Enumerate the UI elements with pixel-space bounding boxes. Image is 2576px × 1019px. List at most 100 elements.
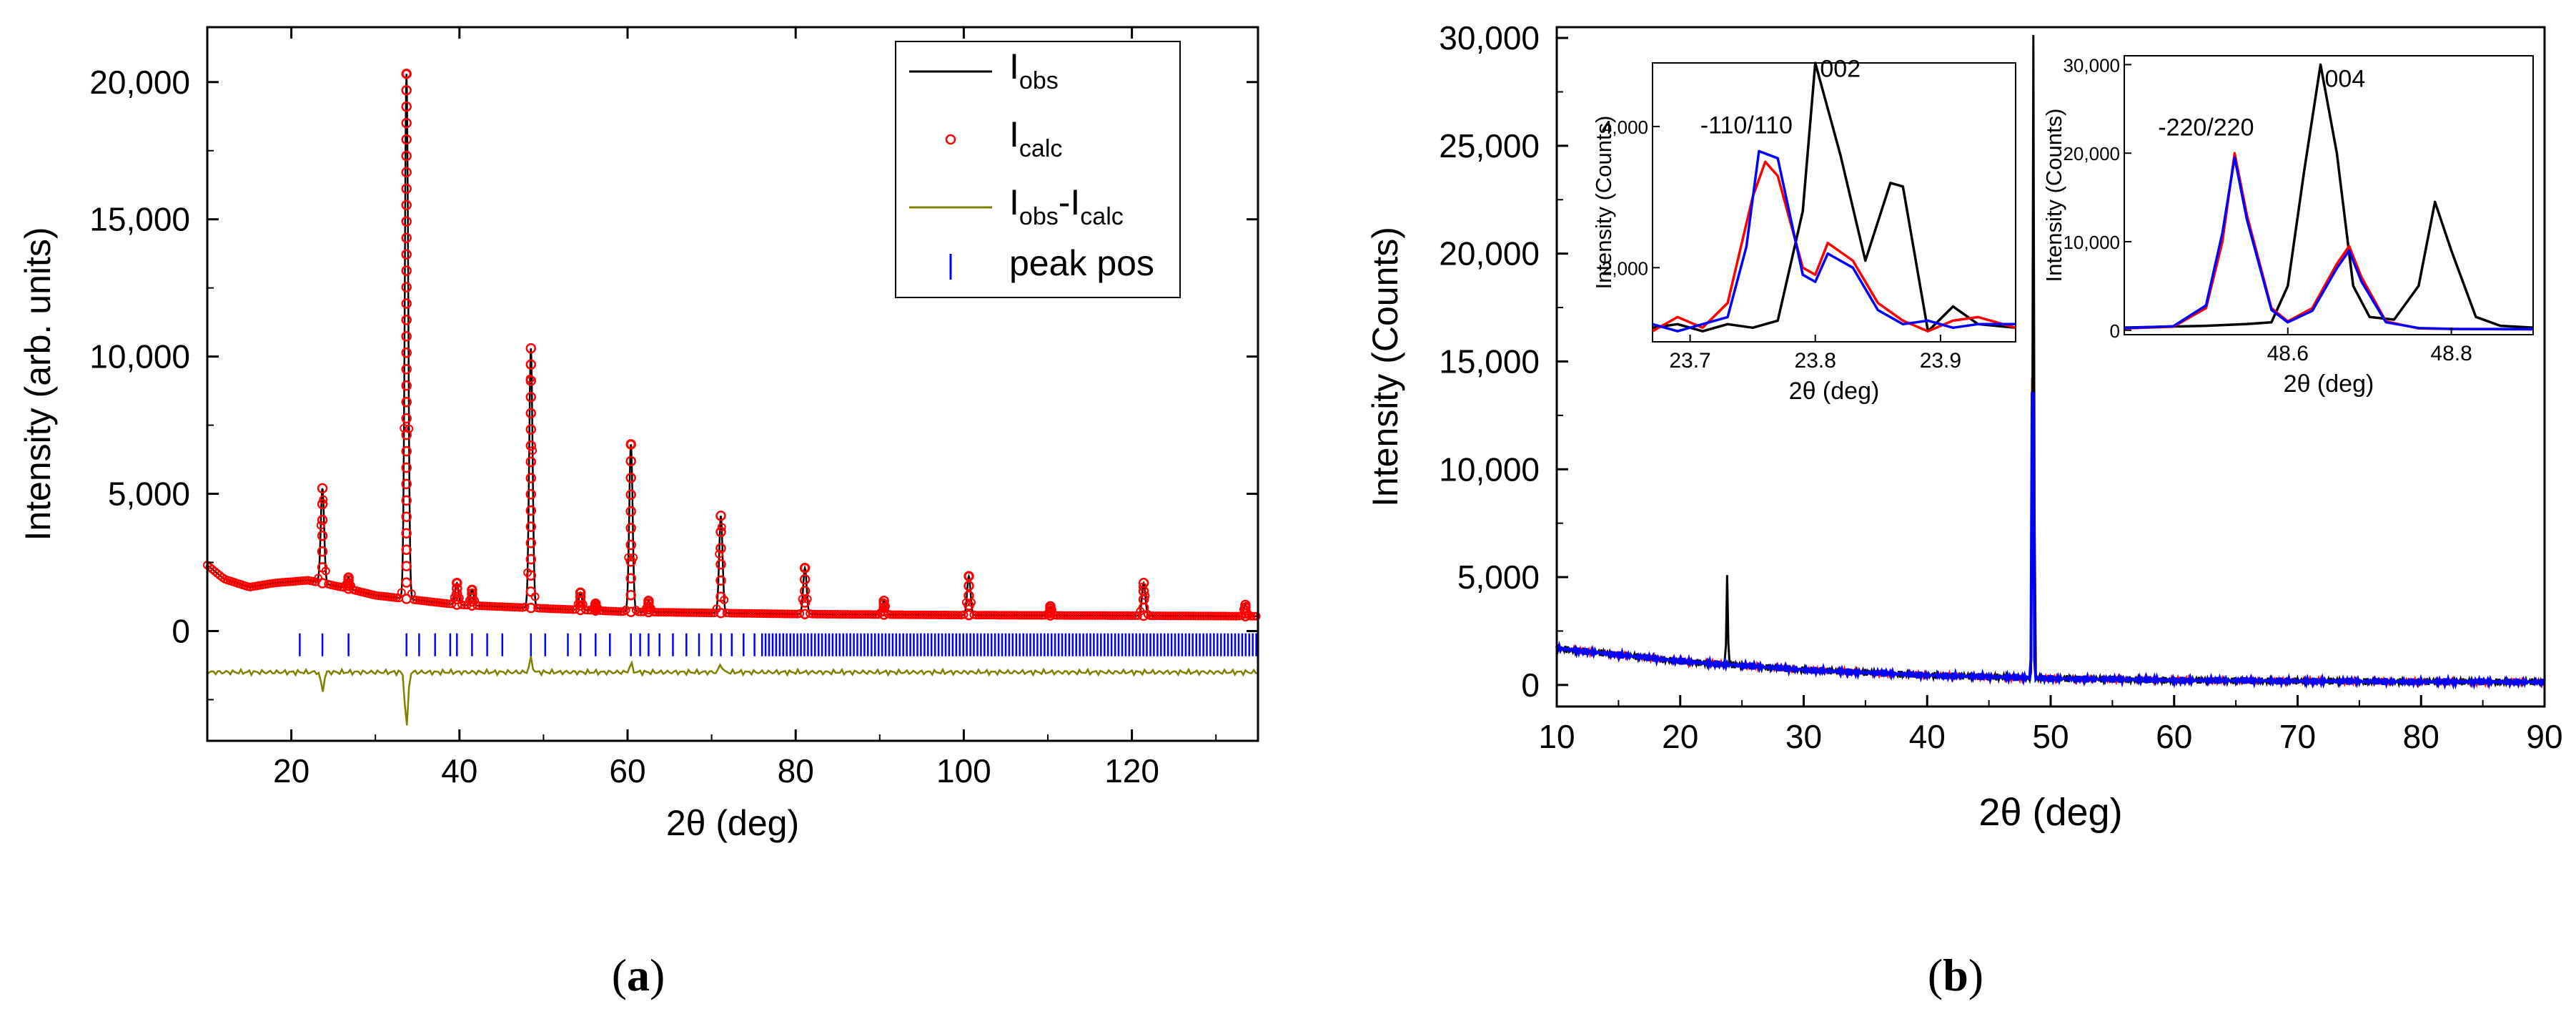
a-calc-point xyxy=(317,530,328,541)
a-series-calc-points xyxy=(203,69,1261,621)
a-calc-point xyxy=(467,589,477,599)
a-calc-point xyxy=(799,574,811,585)
inset-annotation: 004 xyxy=(2325,65,2366,92)
a-calc-point xyxy=(317,546,328,557)
a-calc-point xyxy=(401,167,412,178)
a-calc-point xyxy=(878,599,889,610)
a-calc-point xyxy=(799,597,811,608)
a-calc-point xyxy=(878,602,889,614)
b-x-tick-label: 10 xyxy=(1538,718,1575,755)
b-y-tick-label: 0 xyxy=(1521,666,1540,704)
a-calc-point xyxy=(1240,599,1251,611)
a-calc-point xyxy=(715,559,726,570)
a-calc-point xyxy=(1045,601,1056,612)
a-calc-point xyxy=(590,598,601,609)
a-calc-point xyxy=(401,101,412,112)
inset-series-red-line xyxy=(1652,160,2016,333)
inset-x-tick-label: 23.9 xyxy=(1920,349,1961,373)
inset-plot-frame xyxy=(2124,55,2534,335)
a-calc-point xyxy=(401,282,412,292)
a-calc-point xyxy=(401,216,412,227)
a-calc-point xyxy=(525,570,537,581)
a-calc-point xyxy=(397,588,406,597)
a-calc-point xyxy=(525,391,537,403)
a-calc-point xyxy=(791,609,799,619)
a-calc-point xyxy=(621,605,630,614)
a-x-tick-label: 20 xyxy=(273,752,309,789)
a-calc-point xyxy=(317,562,328,573)
a-y-tick-label: 15,000 xyxy=(89,201,190,238)
a-calc-point xyxy=(401,561,412,571)
a-calc-point xyxy=(625,506,636,517)
b-x-tick-label: 80 xyxy=(2403,718,2439,755)
a-calc-point xyxy=(452,578,462,589)
b-x-tick-label: 40 xyxy=(1909,718,1946,755)
a-calc-point xyxy=(452,599,462,610)
a-calc-point xyxy=(963,590,974,601)
a-calc-point xyxy=(525,359,537,370)
a-calc-point xyxy=(625,556,636,567)
inset-x-tick-label: 23.7 xyxy=(1669,349,1710,373)
a-calc-point xyxy=(401,495,412,506)
a-legend-label: peak pos xyxy=(1009,243,1154,283)
a-calc-point xyxy=(625,539,636,551)
a-calc-point xyxy=(401,413,412,424)
a-calc-point xyxy=(401,544,412,555)
a-calc-point xyxy=(401,396,412,408)
a-calc-point xyxy=(343,572,354,583)
a-calc-point xyxy=(401,478,412,490)
b-series-blue-line xyxy=(1555,392,2546,690)
a-calc-point xyxy=(715,591,726,602)
a-x-axis-title: 2θ (deg) xyxy=(666,803,799,843)
a-calc-point xyxy=(625,473,636,483)
inset-series-black-line xyxy=(1652,61,2016,333)
a-calc-point xyxy=(625,589,636,601)
a-calc-point xyxy=(401,200,412,211)
a-calc-point xyxy=(316,521,325,530)
a-calc-point xyxy=(401,84,412,96)
a-calc-point xyxy=(401,265,412,276)
a-data-marks xyxy=(203,69,1261,726)
a-x-tick-label: 100 xyxy=(936,752,991,789)
a-x-tick-label: 60 xyxy=(609,752,645,789)
a-calc-point xyxy=(401,364,412,375)
a-calc-point xyxy=(878,609,889,620)
b-inset-1: 23.7 23.8 23.9 2,000 4,000 2θ (deg) Intensity … xyxy=(1591,56,2016,405)
inset-x-tick-label: 23.8 xyxy=(1795,349,1836,373)
b-x-tick-label: 50 xyxy=(2032,718,2069,755)
a-calc-point xyxy=(208,565,217,574)
a-calc-point xyxy=(631,606,640,615)
a-calc-point xyxy=(575,587,586,598)
a-calc-point xyxy=(625,606,636,617)
inset-series-black-line xyxy=(2124,63,2534,329)
a-calc-point xyxy=(1138,578,1149,589)
a-calc-point xyxy=(1232,611,1241,621)
chart-panel-b: 10 20 30 40 50 60 70 80 90 0 5,000 10,000 15,000 20,0… xyxy=(1365,19,2563,1000)
inset-y-axis-title: Intensity (Counts) xyxy=(2041,109,2066,282)
b-y-tick-label: 25,000 xyxy=(1439,127,1540,164)
a-calc-point xyxy=(467,584,477,596)
a-calc-point xyxy=(715,526,726,538)
a-y-axis-title: Intensity (arb. units) xyxy=(18,227,58,541)
inset-series-blue-line xyxy=(2124,156,2534,331)
a-calc-point xyxy=(525,521,537,532)
a-calc-point xyxy=(720,595,729,604)
inset-annotation: -220/220 xyxy=(2158,114,2254,141)
a-calc-point xyxy=(452,594,462,605)
a-calc-point xyxy=(715,510,726,521)
a-calc-point xyxy=(796,609,805,618)
a-calc-point xyxy=(401,577,412,588)
a-calc-point xyxy=(525,473,537,483)
a-calc-point xyxy=(317,514,328,526)
a-calc-point xyxy=(799,609,811,619)
a-calc-point xyxy=(401,331,412,342)
a-calc-point xyxy=(625,439,636,450)
a-calc-point xyxy=(963,600,974,611)
a-y-tick-label: 5,000 xyxy=(108,476,190,513)
b-axis-ticks: 10 20 30 40 50 60 70 80 90 0 5,000 10,000 15,000 20,0… xyxy=(1439,19,2562,755)
a-calc-point xyxy=(401,594,412,604)
b-inset-2: 48.6 48.8 0 10,000 20,000 30,000 2θ (deg) Inten… xyxy=(2041,54,2534,398)
b-x-tick-label: 30 xyxy=(1785,718,1822,755)
a-calc-point xyxy=(616,607,625,616)
